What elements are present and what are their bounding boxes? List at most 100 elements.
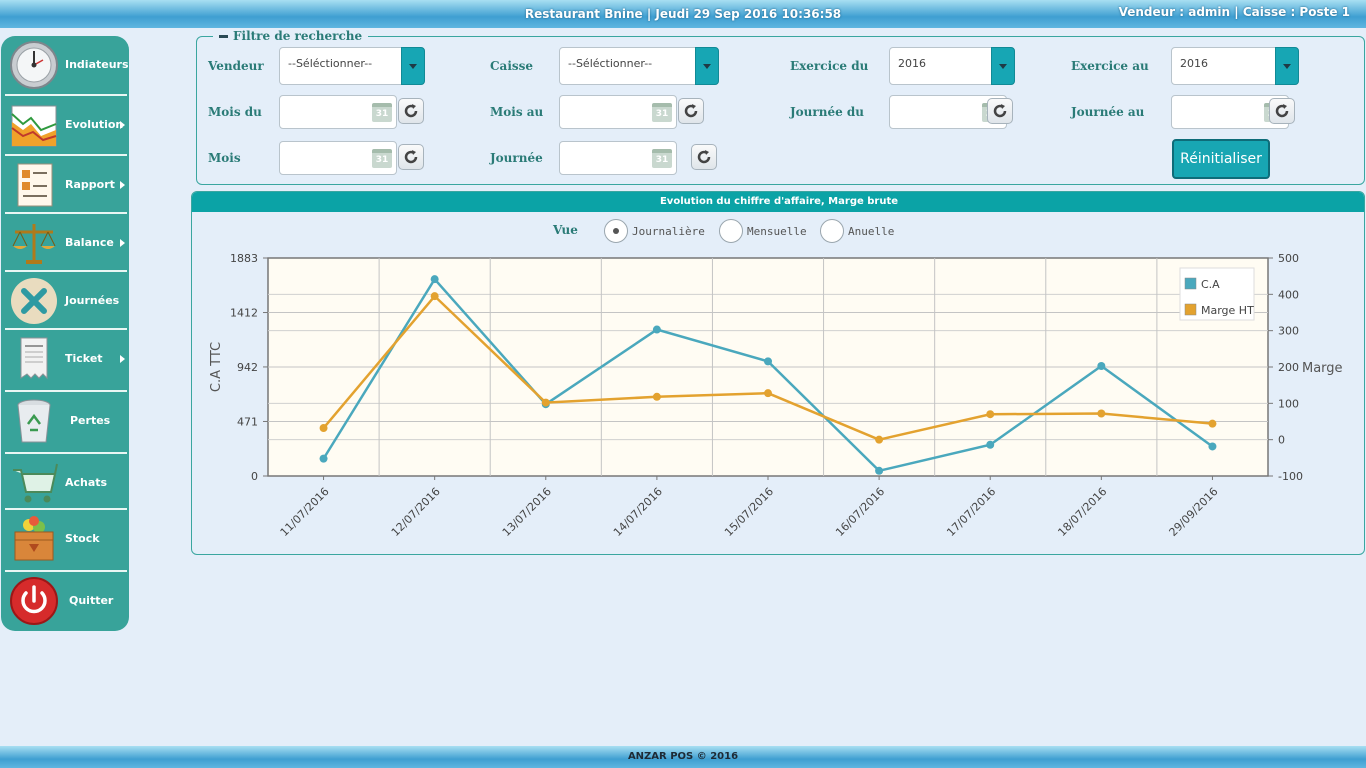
- radio-anuelle[interactable]: [820, 219, 844, 243]
- mois-field[interactable]: 31: [279, 141, 397, 175]
- chevron-down-icon[interactable]: [401, 47, 425, 85]
- journee-au-reset-button[interactable]: [1269, 98, 1295, 124]
- sidebar-item-indiateurs[interactable]: Indiateurs: [5, 36, 129, 94]
- mois-au-reset-button[interactable]: [678, 98, 704, 124]
- y2-tick-label: 300: [1278, 325, 1299, 338]
- vendeur-select[interactable]: --Séléctionner--: [279, 47, 425, 85]
- y-axis-label: C.A TTC: [209, 342, 224, 392]
- refresh-icon: [993, 104, 1007, 118]
- vendeur-label: Vendeur: [208, 59, 264, 73]
- chart-panel-title: Evolution du chiffre d'affaire, Marge br…: [192, 192, 1364, 212]
- sidebar-item-label: Quitter: [69, 594, 114, 607]
- header-user-info: Vendeur : admin | Caisse : Poste 1: [1118, 5, 1350, 19]
- y-tick-label: 1412: [230, 307, 258, 320]
- vue-label: Vue: [553, 223, 578, 237]
- data-point: [986, 410, 995, 419]
- legend-swatch: [1184, 303, 1197, 316]
- sidebar-item-quitter[interactable]: Quitter: [5, 572, 127, 630]
- divider: [5, 452, 127, 454]
- top-bar: Restaurant Bnine | Jeudi 29 Sep 2016 10:…: [0, 0, 1366, 28]
- divider: [5, 390, 127, 392]
- exercice-au-select[interactable]: 2016: [1171, 47, 1299, 85]
- sidebar-item-label: Indiateurs: [65, 58, 129, 71]
- filter-legend-text: Filtre de recherche: [233, 29, 363, 43]
- mois-du-field[interactable]: 31: [279, 95, 397, 129]
- radio-mensuelle[interactable]: [719, 219, 743, 243]
- journee-du-reset-button[interactable]: [987, 98, 1013, 124]
- y2-tick-label: 100: [1278, 397, 1299, 410]
- mois-du-reset-button[interactable]: [398, 98, 424, 124]
- sidebar-item-label: Pertes: [70, 414, 111, 427]
- footer: ANZAR POS © 2016: [0, 746, 1366, 768]
- stock-box-icon: [14, 516, 54, 561]
- vendeur-select-value: --Séléctionner--: [288, 57, 373, 70]
- mois-au-label: Mois au: [490, 105, 544, 119]
- collapse-icon[interactable]: [219, 35, 228, 38]
- data-point: [652, 325, 661, 334]
- sidebar-item-balance[interactable]: Balance: [5, 214, 127, 272]
- journee-reset-button[interactable]: [691, 144, 717, 170]
- y2-tick-label: 500: [1278, 252, 1299, 265]
- y2-tick-label: 0: [1278, 434, 1285, 447]
- radio-anuelle-label[interactable]: Anuelle: [848, 225, 895, 238]
- journee-label: Journée: [490, 151, 543, 165]
- caisse-select-value: --Séléctionner--: [568, 57, 653, 70]
- sidebar-item-pertes[interactable]: Pertes: [5, 392, 127, 452]
- y-tick-label: 942: [237, 361, 258, 374]
- sidebar-item-ticket[interactable]: Ticket: [5, 330, 127, 388]
- y2-axis-label: Marge: [1302, 361, 1343, 376]
- sidebar-item-label: Evolution: [65, 118, 124, 131]
- x-tick-label: 14/07/2016: [611, 485, 665, 539]
- divider: [5, 570, 127, 572]
- data-point: [541, 398, 550, 407]
- x-tick-label: 11/07/2016: [278, 485, 332, 539]
- caisse-select[interactable]: --Séléctionner--: [559, 47, 719, 85]
- report-icon: [17, 163, 53, 207]
- divider: [5, 154, 127, 156]
- caisse-label: Caisse: [490, 59, 534, 73]
- sidebar-item-label: Balance: [65, 236, 114, 249]
- y2-tick-label: 200: [1278, 361, 1299, 374]
- exercice-du-value: 2016: [898, 57, 926, 70]
- radio-journaliere[interactable]: [604, 219, 628, 243]
- sidebar-item-evolution[interactable]: Evolution: [5, 96, 127, 154]
- data-point: [986, 440, 995, 449]
- exercice-du-select[interactable]: 2016: [889, 47, 1015, 85]
- data-point: [1097, 362, 1106, 371]
- submenu-arrow-icon: [120, 355, 125, 363]
- sidebar-item-label: Journées: [65, 294, 120, 307]
- data-point: [875, 466, 884, 475]
- data-point: [430, 275, 439, 284]
- mois-au-field[interactable]: 31: [559, 95, 677, 129]
- chevron-down-icon[interactable]: [695, 47, 719, 85]
- radio-journaliere-label[interactable]: Journalière: [632, 225, 705, 238]
- sidebar-item-journees[interactable]: Journées: [5, 272, 127, 330]
- refresh-icon: [697, 150, 711, 164]
- calendar-icon[interactable]: 31: [652, 149, 672, 168]
- calendar-icon[interactable]: 31: [372, 103, 392, 122]
- recycle-bin-icon: [17, 399, 51, 443]
- mois-du-label: Mois du: [208, 105, 262, 119]
- submenu-arrow-icon: [120, 121, 125, 129]
- exercice-du-label: Exercice du: [790, 59, 869, 73]
- divider: [5, 212, 127, 214]
- radio-mensuelle-label[interactable]: Mensuelle: [747, 225, 807, 238]
- refresh-icon: [684, 104, 698, 118]
- sidebar-item-rapport[interactable]: Rapport: [5, 156, 127, 214]
- refresh-icon: [404, 150, 418, 164]
- chevron-down-icon[interactable]: [1275, 47, 1299, 85]
- scale-icon: [12, 224, 56, 264]
- calendar-icon[interactable]: 31: [372, 149, 392, 168]
- sidebar-item-label: Rapport: [65, 178, 115, 191]
- sidebar: Indiateurs Evolution Rapport: [1, 36, 129, 631]
- exercice-au-value: 2016: [1180, 57, 1208, 70]
- data-point: [875, 435, 884, 444]
- reset-button[interactable]: Réinitialiser: [1172, 139, 1270, 179]
- data-point: [764, 357, 772, 366]
- mois-reset-button[interactable]: [398, 144, 424, 170]
- calendar-icon[interactable]: 31: [652, 103, 672, 122]
- chevron-down-icon[interactable]: [991, 47, 1015, 85]
- journee-field[interactable]: 31: [559, 141, 677, 175]
- sidebar-item-stock[interactable]: Stock: [5, 510, 127, 568]
- sidebar-item-achats[interactable]: Achats: [5, 454, 127, 512]
